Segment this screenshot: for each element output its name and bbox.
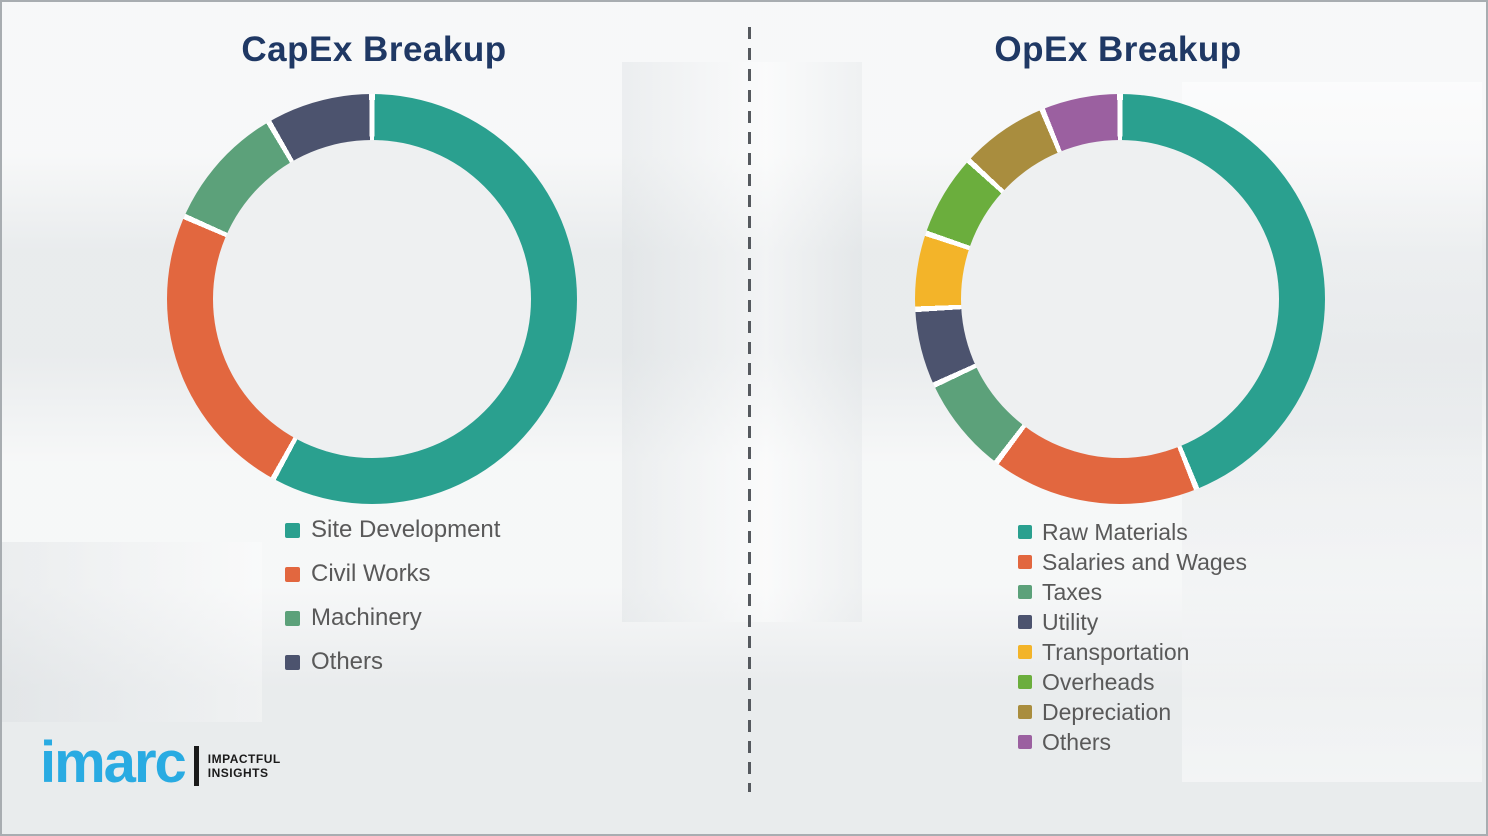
legend-swatch bbox=[1018, 735, 1032, 749]
legend-label: Raw Materials bbox=[1042, 518, 1188, 545]
legend-label: Utility bbox=[1042, 608, 1099, 635]
legend-swatch bbox=[1018, 525, 1032, 539]
legend-swatch bbox=[1018, 675, 1032, 689]
legend-label: Civil Works bbox=[311, 560, 431, 587]
legend-label: Others bbox=[1042, 728, 1112, 755]
imarc-logo-wordmark: imarc bbox=[40, 730, 187, 795]
legend-item-taxes: Taxes bbox=[1018, 577, 1247, 607]
imarc-tagline-line1: IMPACTFUL bbox=[207, 752, 281, 766]
legend-swatch bbox=[1018, 585, 1032, 599]
legend-item-raw-materials: Raw Materials bbox=[1018, 517, 1247, 547]
vertical-dashed-divider bbox=[748, 27, 751, 792]
legend-item-overheads: Overheads bbox=[1018, 667, 1247, 697]
capex-legend: Site Development Civil Works Machinery O… bbox=[285, 515, 500, 691]
legend-swatch bbox=[285, 566, 300, 582]
legend-swatch bbox=[1018, 615, 1032, 629]
legend-swatch bbox=[285, 522, 300, 538]
legend-label: Taxes bbox=[1042, 578, 1103, 605]
background-texture bbox=[622, 62, 862, 622]
capex-donut-hole bbox=[213, 140, 531, 458]
legend-item-machinery: Machinery bbox=[285, 603, 500, 633]
legend-label: Salaries and Wages bbox=[1042, 548, 1247, 575]
legend-item-others-opex: Others bbox=[1018, 727, 1247, 757]
legend-label: Transportation bbox=[1042, 638, 1190, 665]
imarc-logo-tagline: IMPACTFUL INSIGHTS bbox=[208, 752, 281, 780]
opex-legend: Raw Materials Salaries and Wages Taxes U… bbox=[1018, 517, 1247, 757]
legend-item-site-development: Site Development bbox=[285, 515, 500, 545]
imarc-logo-divider-bar bbox=[193, 746, 199, 786]
legend-label: Others bbox=[311, 648, 384, 675]
legend-swatch bbox=[285, 610, 300, 626]
legend-item-salaries-and-wages: Salaries and Wages bbox=[1018, 547, 1247, 577]
opex-donut-hole bbox=[961, 140, 1279, 458]
opex-donut-chart bbox=[915, 94, 1325, 504]
legend-item-utility: Utility bbox=[1018, 607, 1247, 637]
legend-item-transportation: Transportation bbox=[1018, 637, 1247, 667]
imarc-tagline-line2: INSIGHTS bbox=[207, 766, 269, 780]
background-texture bbox=[2, 542, 262, 722]
legend-swatch bbox=[1018, 645, 1032, 659]
legend-item-others-capex: Others bbox=[285, 647, 500, 677]
legend-label: Depreciation bbox=[1042, 698, 1172, 725]
legend-swatch bbox=[1018, 705, 1032, 719]
imarc-logo: imarc IMPACTFUL INSIGHTS bbox=[40, 730, 281, 792]
legend-item-civil-works: Civil Works bbox=[285, 559, 500, 589]
legend-label: Site Development bbox=[311, 516, 501, 543]
opex-chart-title: OpEx Breakup bbox=[994, 30, 1242, 69]
legend-swatch bbox=[1018, 555, 1032, 569]
legend-label: Machinery bbox=[311, 604, 422, 631]
capex-donut-chart bbox=[167, 94, 577, 504]
legend-item-depreciation: Depreciation bbox=[1018, 697, 1247, 727]
legend-swatch bbox=[285, 654, 300, 670]
capex-chart-title: CapEx Breakup bbox=[241, 30, 507, 69]
legend-label: Overheads bbox=[1042, 668, 1155, 695]
